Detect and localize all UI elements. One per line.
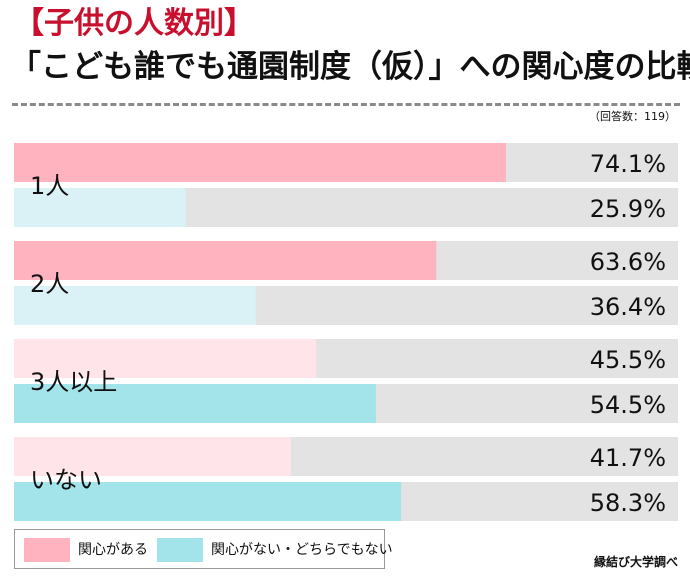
title-divider xyxy=(12,103,680,106)
value-label-2-not-interested: 36.4% xyxy=(590,293,666,321)
legend-swatch-interested xyxy=(24,538,70,562)
legend-label-interested: 関心がある xyxy=(78,542,148,558)
legend-item-not-interested: 関心がない・どちらでもない xyxy=(157,538,393,562)
value-label-none-not-interested: 58.3% xyxy=(590,489,666,517)
sample-size-note: （回答数：119） xyxy=(589,110,676,123)
category-label-none: いない xyxy=(30,466,102,494)
source-credit: 縁結び大学調べ xyxy=(593,555,678,569)
bar-chart: 74.1% 25.9% 1人 63.6% 36.4% 2人 45.5% 54.5% 3人以上 41… xyxy=(14,143,678,521)
legend-swatch-not-interested xyxy=(157,538,203,562)
category-label-3plus: 3人以上 xyxy=(30,368,117,396)
bar-3plus-interested xyxy=(14,339,317,378)
value-label-3plus-interested: 45.5% xyxy=(590,346,666,374)
category-label-1: 1人 xyxy=(30,172,69,200)
bar-2-interested xyxy=(14,241,437,280)
bar-1-interested xyxy=(14,143,507,182)
chart-subtitle: 【子供の人数別】 xyxy=(14,6,254,41)
chart-legend: 関心がある 関心がない・どちらでもない xyxy=(14,529,393,569)
bar-none-interested xyxy=(14,437,291,476)
category-label-2: 2人 xyxy=(30,270,69,298)
value-label-1-interested: 74.1% xyxy=(590,150,666,178)
value-label-3plus-not-interested: 54.5% xyxy=(590,391,666,419)
value-label-none-interested: 41.7% xyxy=(590,444,666,472)
chart-title: 「こども誰でも通園制度（仮）」への関心度の比較 xyxy=(10,49,690,85)
bar-1-not-interested xyxy=(14,188,186,227)
bar-3plus-not-interested xyxy=(14,384,376,423)
legend-item-interested: 関心がある xyxy=(24,538,148,562)
bar-none-not-interested xyxy=(14,482,402,521)
value-label-2-interested: 63.6% xyxy=(590,248,666,276)
bar-2-not-interested xyxy=(14,286,256,325)
value-label-1-not-interested: 25.9% xyxy=(590,195,666,223)
legend-label-not-interested: 関心がない・どちらでもない xyxy=(211,542,393,558)
